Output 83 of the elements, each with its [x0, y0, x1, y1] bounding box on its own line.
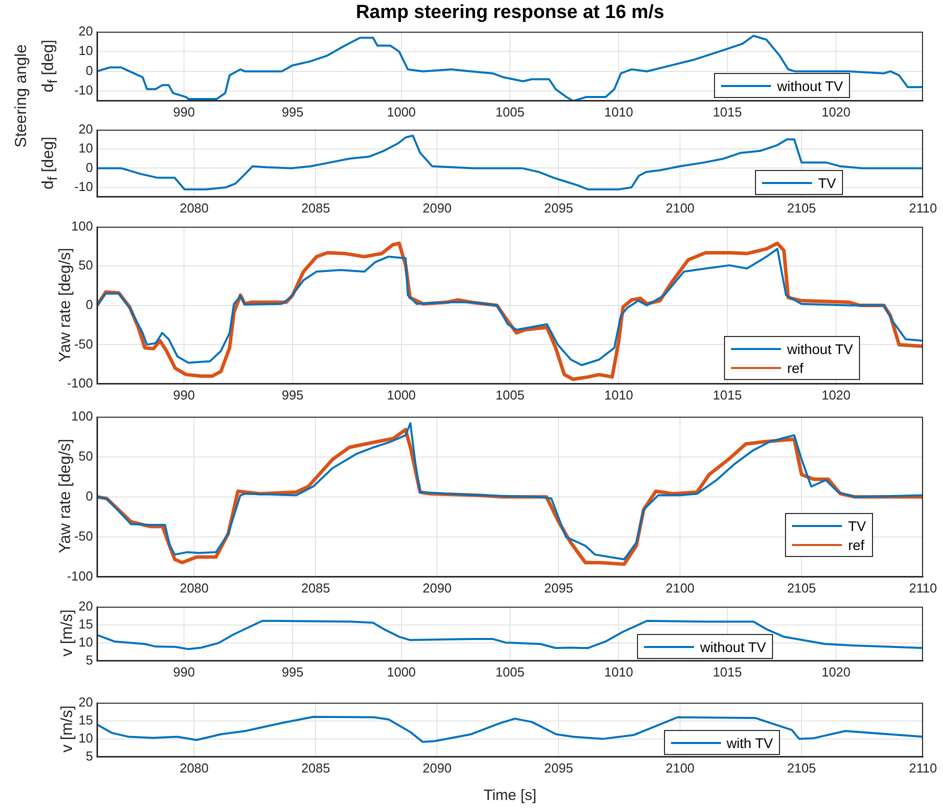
x-tick-label: 2110: [909, 760, 937, 776]
y-tick-label: -100: [66, 568, 93, 584]
x-tick-label: 2080: [180, 760, 209, 776]
y-axis-title: v [m/s]: [59, 705, 77, 753]
y-tick-label: 50: [78, 258, 93, 273]
x-tick-label: 2090: [422, 200, 452, 216]
y-tick-label: 0: [86, 488, 93, 504]
chart-title: Ramp steering response at 16 m/s: [354, 2, 666, 24]
y-axis-title: Yaw rate [deg/s]: [57, 247, 74, 362]
x-tick-label: 2085: [301, 760, 330, 776]
y-tick-label: 0: [86, 296, 93, 312]
y-tick-label: 15: [78, 712, 93, 728]
legend-label: without TV: [787, 340, 853, 356]
y-tick-label: 0: [86, 62, 93, 78]
x-tick-label: 1015: [712, 104, 742, 120]
y-tick-label: 100: [71, 218, 93, 234]
x-tick-label: 2090: [422, 580, 452, 596]
x-tick-label: 2090: [422, 760, 452, 776]
x-tick-label: 1005: [496, 104, 524, 120]
x-tick-label: 1000: [386, 664, 416, 680]
x-tick-label: 2105: [787, 760, 816, 776]
x-tick-label: 2100: [666, 580, 695, 596]
x-tick-label: 2095: [544, 760, 574, 776]
x-tick-label: 1000: [386, 104, 416, 120]
y-axis-title: v [m/s]: [59, 609, 77, 657]
x-tick-label: 2110: [909, 580, 937, 596]
x-tick-label: 2105: [787, 580, 816, 596]
y-tick-label: 5: [86, 748, 93, 764]
y-axis-title: Yaw rate [deg/s]: [57, 438, 74, 554]
y-tick-label: 0: [86, 160, 93, 175]
y-tick-label: 20: [78, 23, 93, 38]
x-tick-label: 2085: [301, 580, 330, 596]
y-tick-label: 50: [78, 448, 93, 464]
x-tick-label: 1020: [822, 387, 851, 402]
x-tick-label: 990: [173, 664, 195, 680]
legend-label: TV: [848, 518, 866, 534]
y-tick-label: -50: [74, 528, 93, 544]
x-axis-title: Time [s]: [482, 787, 538, 804]
y-tick-label: 100: [71, 408, 93, 424]
x-tick-label: 995: [282, 664, 304, 680]
x-tick-label: 1020: [822, 664, 851, 680]
legend-label: TV: [818, 174, 836, 190]
legend-label: ref: [848, 536, 864, 552]
y-tick-label: 20: [78, 598, 93, 614]
legend-label: without TV: [700, 638, 766, 654]
x-tick-label: 1010: [604, 387, 634, 402]
y-tick-label: 10: [78, 140, 93, 156]
x-tick-label: 2100: [666, 760, 695, 776]
x-tick-label: 995: [282, 387, 304, 402]
x-tick-label: 2110: [909, 200, 937, 216]
legend-label: ref: [787, 360, 804, 376]
x-tick-label: 995: [282, 104, 304, 120]
x-tick-label: 1000: [386, 387, 416, 402]
x-tick-label: 1020: [822, 104, 851, 120]
x-tick-label: 2085: [301, 200, 330, 216]
y-tick-label: 20: [78, 694, 93, 710]
x-tick-label: 2080: [180, 200, 209, 216]
y-tick-label: 20: [78, 121, 93, 136]
y-tick-label: -10: [74, 82, 93, 98]
x-tick-label: 1010: [604, 664, 634, 680]
x-tick-label: 1005: [496, 664, 524, 680]
y-tick-label: 10: [78, 43, 93, 58]
y-tick-label: -100: [66, 376, 93, 391]
x-tick-label: 2080: [180, 580, 209, 596]
x-tick-label: 2105: [787, 200, 816, 216]
x-tick-label: 1010: [604, 104, 634, 120]
y-tick-label: -10: [74, 178, 93, 194]
y-tick-label: 15: [78, 616, 93, 632]
y-tick-label: 10: [78, 634, 93, 650]
y-tick-label: 5: [86, 652, 93, 668]
y-tick-label: 10: [78, 730, 93, 746]
x-tick-label: 1005: [496, 387, 524, 402]
legend-label: with TV: [726, 734, 773, 750]
x-tick-label: 990: [173, 387, 195, 402]
text: Steering angle: [13, 44, 31, 148]
x-tick-label: 2095: [544, 580, 574, 596]
legend-label: without TV: [777, 78, 843, 94]
x-tick-label: 1015: [712, 387, 742, 402]
y-tick-label: -50: [74, 336, 93, 352]
x-tick-label: 1015: [712, 664, 742, 680]
x-tick-label: 2100: [666, 200, 695, 216]
x-tick-label: 990: [173, 104, 195, 120]
x-tick-label: 2095: [544, 200, 574, 216]
